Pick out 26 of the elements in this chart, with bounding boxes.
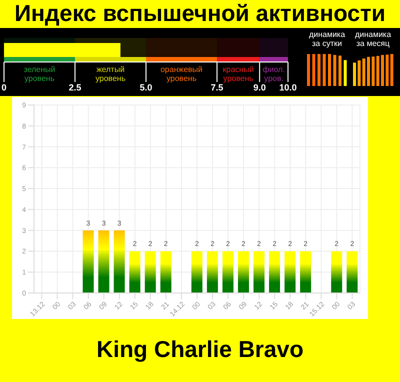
band-label: оранжевый уровень (160, 65, 203, 83)
x-tick-label: 0 (1, 82, 7, 92)
bar (338, 56, 342, 86)
chart-title: динамика за месяц (354, 30, 392, 50)
band-label: фиол. уров. (262, 65, 285, 83)
x-tick-label: 10.0 (279, 82, 297, 92)
band-label: зеленый уровень (24, 65, 56, 83)
bar (390, 54, 394, 86)
bar (322, 54, 326, 86)
bar (333, 54, 336, 86)
bar (358, 60, 361, 86)
x-tick-label: 5.0 (140, 82, 152, 92)
x-tick-label: 7.5 (210, 82, 224, 92)
band-label: красный уровень (222, 65, 254, 83)
text: King Charlie Bravo (95, 336, 305, 363)
chart-title: Индекс вспышечной активности (14, 0, 386, 27)
x-tick-label: 2.5 (68, 82, 82, 92)
x-tick-label: 9.0 (253, 82, 266, 92)
bar (307, 54, 310, 86)
bar (344, 60, 347, 86)
chart-title: динамика за сутки (308, 30, 346, 50)
bar (353, 62, 356, 86)
bar (328, 54, 331, 86)
bar (312, 54, 316, 86)
band-label: желтый уровень (95, 65, 126, 83)
bar (318, 54, 320, 86)
